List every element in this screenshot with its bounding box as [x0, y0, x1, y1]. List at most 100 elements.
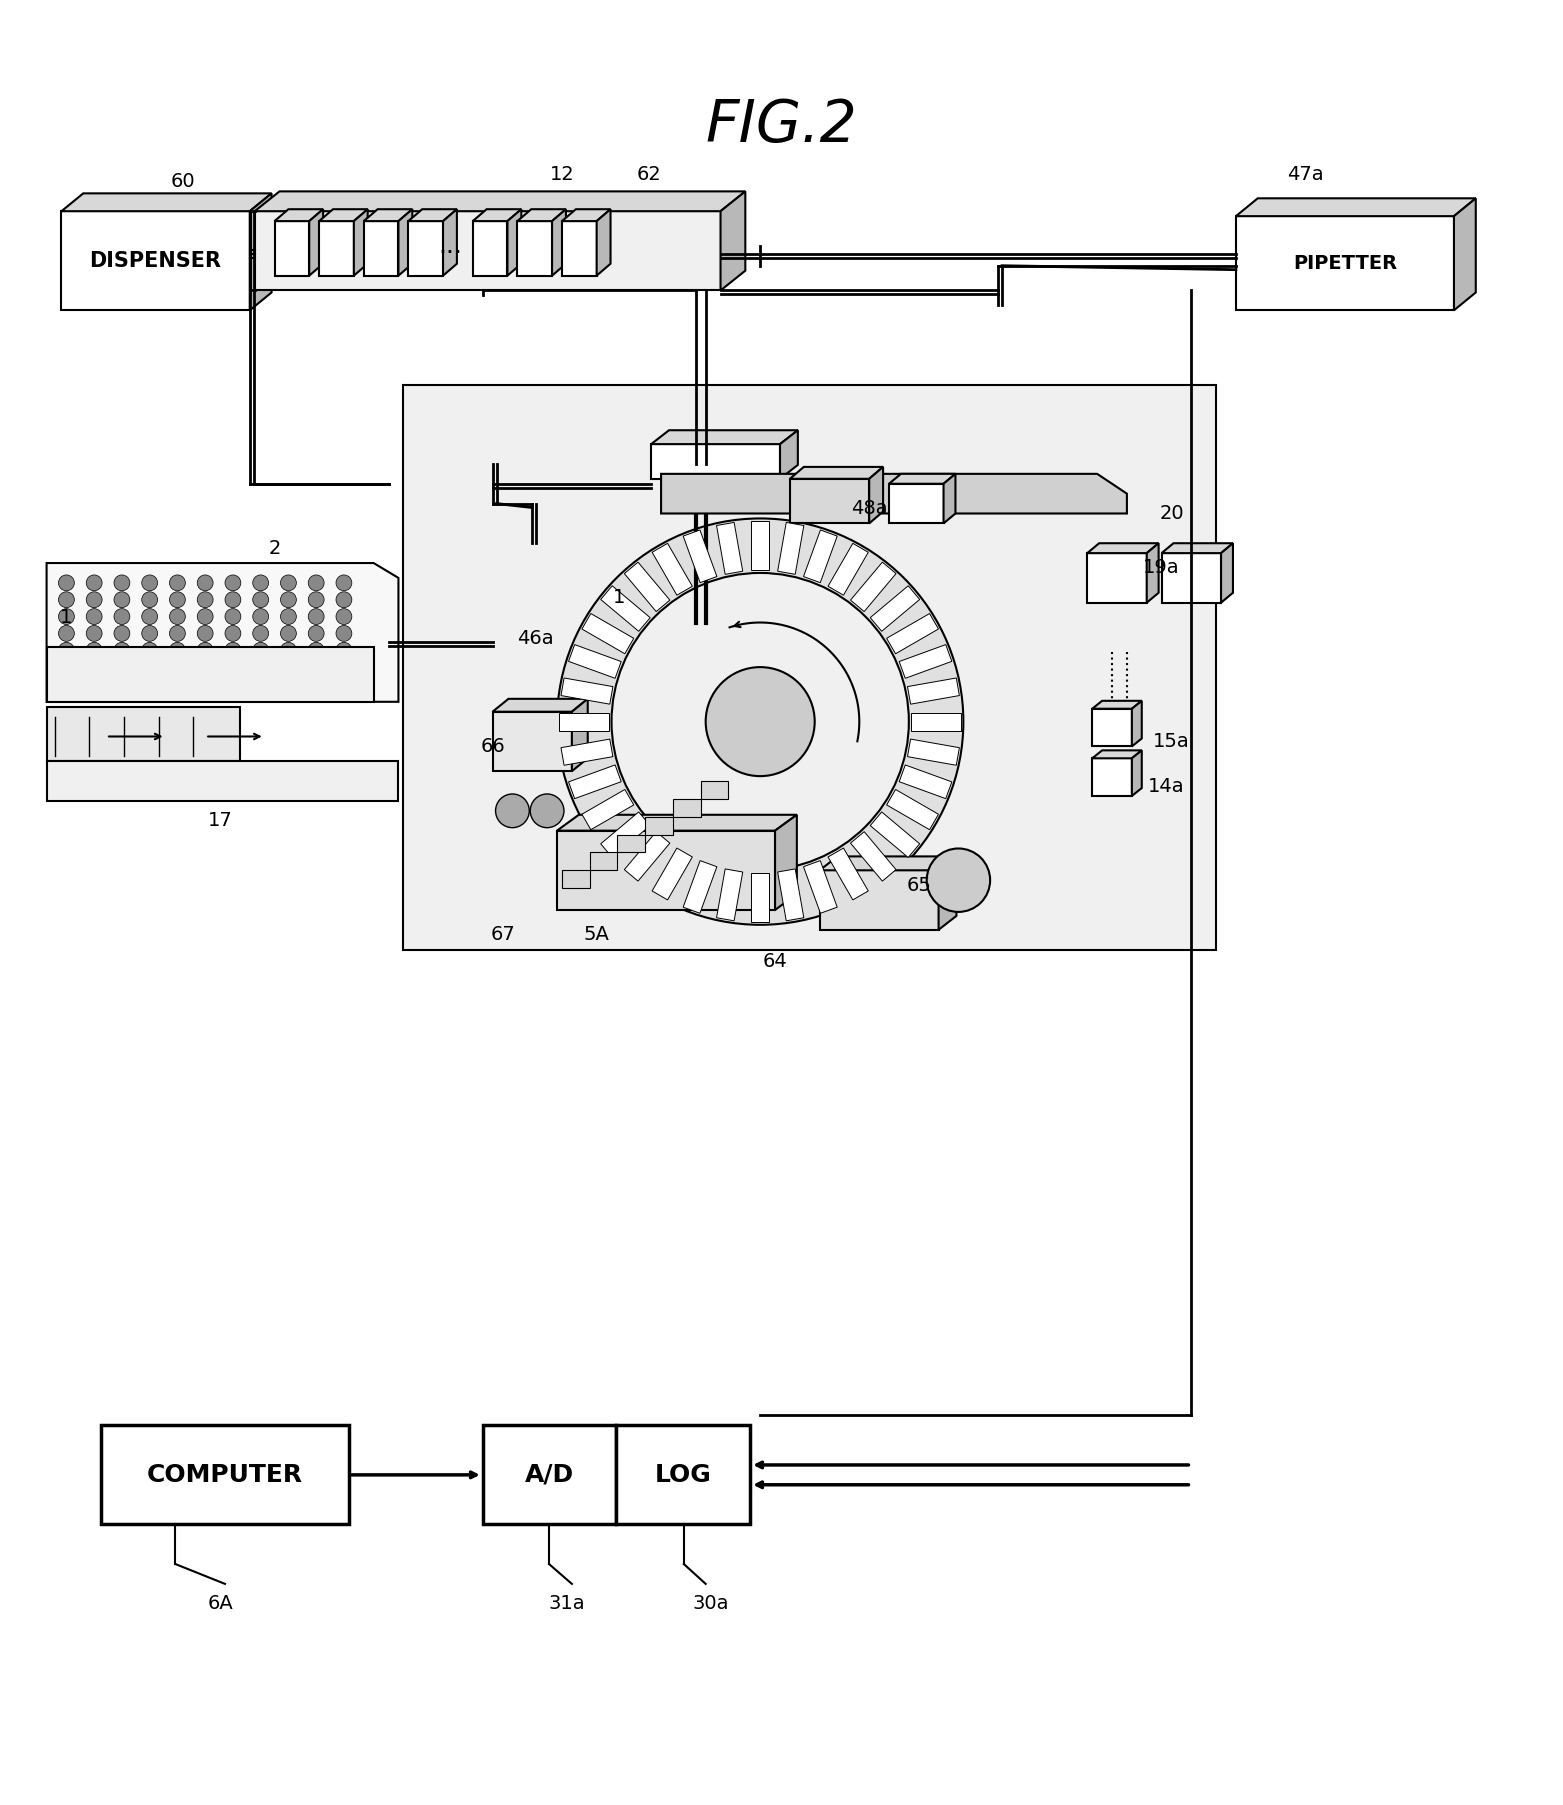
Polygon shape	[1236, 199, 1475, 217]
Text: 31a: 31a	[549, 1594, 585, 1614]
Text: 47a: 47a	[1286, 164, 1324, 184]
Bar	[1161, 552, 1221, 603]
Bar	[752, 874, 769, 922]
Circle shape	[142, 677, 158, 691]
Bar	[908, 738, 960, 765]
Text: 64: 64	[763, 951, 788, 971]
Bar	[1088, 552, 1147, 603]
Bar	[624, 832, 671, 881]
Circle shape	[142, 643, 158, 659]
Polygon shape	[1221, 543, 1233, 603]
Circle shape	[197, 643, 213, 659]
Circle shape	[280, 592, 297, 608]
Bar	[472, 220, 508, 276]
Bar	[569, 644, 621, 679]
Bar	[819, 870, 939, 930]
Polygon shape	[1093, 700, 1141, 709]
Circle shape	[336, 608, 352, 625]
Circle shape	[308, 608, 324, 625]
Circle shape	[280, 626, 297, 641]
Text: 1: 1	[61, 608, 72, 626]
Circle shape	[280, 608, 297, 625]
Circle shape	[86, 626, 102, 641]
Text: 66: 66	[480, 736, 505, 756]
Circle shape	[142, 592, 158, 608]
Polygon shape	[1132, 751, 1141, 796]
Text: A/D: A/D	[525, 1462, 574, 1487]
Circle shape	[114, 626, 130, 641]
Circle shape	[253, 626, 269, 641]
Bar	[624, 561, 671, 612]
Circle shape	[114, 608, 130, 625]
Text: ...: ...	[438, 235, 463, 258]
Text: 15a: 15a	[1153, 733, 1189, 751]
Circle shape	[58, 626, 75, 641]
Circle shape	[927, 848, 989, 912]
Bar	[871, 587, 919, 632]
Polygon shape	[889, 475, 955, 484]
Circle shape	[336, 626, 352, 641]
Text: 67: 67	[491, 926, 514, 944]
Bar	[1093, 709, 1132, 747]
Polygon shape	[597, 209, 611, 276]
Circle shape	[308, 626, 324, 641]
Circle shape	[114, 576, 130, 590]
Text: 65: 65	[907, 875, 932, 895]
Text: 6A: 6A	[208, 1594, 233, 1614]
Bar	[275, 220, 309, 276]
Polygon shape	[492, 699, 588, 711]
Polygon shape	[472, 209, 522, 220]
Circle shape	[86, 608, 102, 625]
Bar	[492, 711, 572, 771]
Bar	[589, 852, 617, 870]
Polygon shape	[1147, 543, 1158, 603]
Polygon shape	[250, 193, 272, 310]
Bar	[569, 765, 621, 798]
Polygon shape	[517, 209, 566, 220]
Circle shape	[197, 659, 213, 675]
Polygon shape	[1161, 543, 1233, 552]
Text: 19a: 19a	[1143, 558, 1180, 578]
Text: 46a: 46a	[517, 628, 553, 648]
Circle shape	[58, 659, 75, 675]
Polygon shape	[319, 209, 367, 220]
Circle shape	[142, 659, 158, 675]
Polygon shape	[47, 563, 399, 702]
Polygon shape	[364, 209, 413, 220]
Polygon shape	[661, 475, 1127, 513]
Polygon shape	[399, 209, 413, 276]
Bar	[683, 861, 717, 913]
Bar	[47, 762, 399, 801]
Text: LOG: LOG	[655, 1462, 711, 1487]
Polygon shape	[652, 430, 797, 444]
Polygon shape	[275, 209, 324, 220]
Text: 48a: 48a	[850, 498, 888, 518]
Polygon shape	[1093, 751, 1141, 758]
Bar	[483, 1426, 616, 1525]
Circle shape	[530, 794, 564, 828]
Circle shape	[142, 626, 158, 641]
Text: COMPUTER: COMPUTER	[147, 1462, 303, 1487]
Circle shape	[86, 643, 102, 659]
Polygon shape	[869, 467, 883, 523]
Circle shape	[308, 643, 324, 659]
Polygon shape	[442, 209, 456, 276]
Circle shape	[280, 643, 297, 659]
Circle shape	[169, 643, 186, 659]
Circle shape	[58, 643, 75, 659]
Circle shape	[253, 659, 269, 675]
Circle shape	[86, 592, 102, 608]
Bar	[319, 220, 353, 276]
Circle shape	[58, 576, 75, 590]
Circle shape	[114, 592, 130, 608]
Text: 60: 60	[170, 171, 195, 191]
Circle shape	[225, 626, 241, 641]
Circle shape	[308, 576, 324, 590]
Bar	[1236, 217, 1454, 310]
Circle shape	[253, 608, 269, 625]
Text: PIPETTER: PIPETTER	[1293, 255, 1397, 273]
Circle shape	[169, 659, 186, 675]
Circle shape	[556, 518, 963, 924]
Bar	[561, 738, 613, 765]
Bar	[789, 478, 869, 523]
